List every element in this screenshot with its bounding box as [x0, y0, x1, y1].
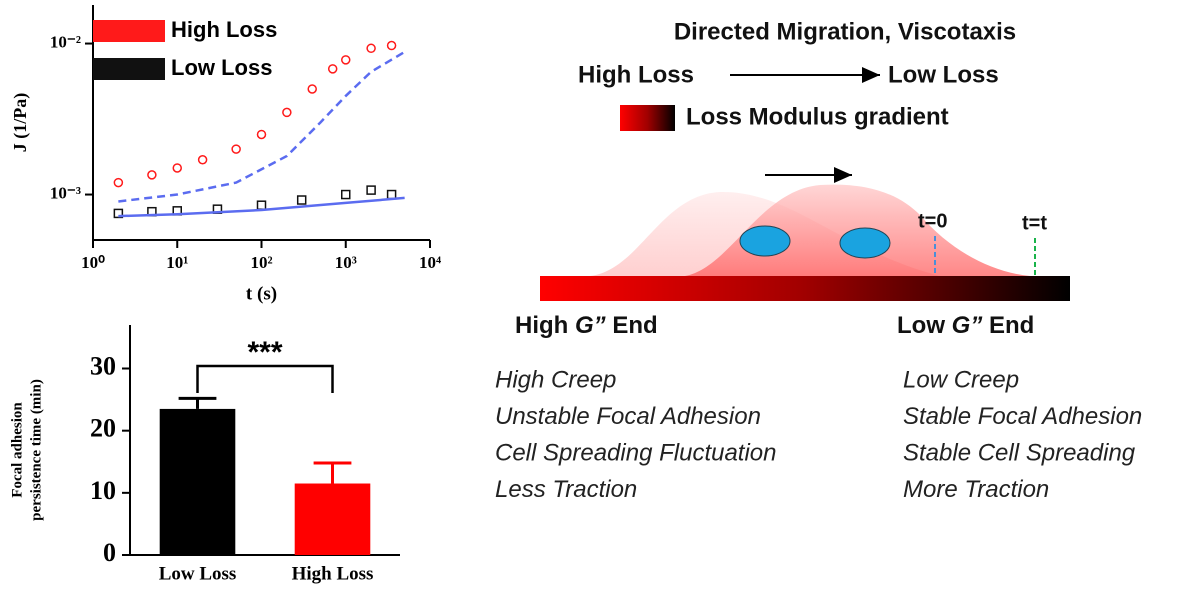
point — [113, 177, 124, 188]
end-prefix: High — [515, 312, 568, 339]
point — [327, 64, 338, 74]
point — [341, 189, 351, 200]
significance-bracket — [196, 364, 334, 393]
list-item: More Traction — [903, 476, 1049, 503]
end-symbol: G” — [952, 312, 983, 339]
gradient-label: Loss Modulus gradient — [686, 103, 949, 130]
list-item: Stable Cell Spreading — [903, 439, 1136, 466]
x-tick-label: Low Loss — [159, 563, 237, 584]
point — [282, 107, 292, 118]
to-label: Low Loss — [888, 61, 999, 88]
legend-swatch — [93, 58, 165, 80]
x-tick-label: High Loss — [292, 563, 374, 584]
point — [231, 144, 241, 154]
y-tick-label: 10⁻³ — [50, 183, 81, 202]
point — [113, 208, 124, 219]
nucleus — [739, 225, 791, 257]
x-axis-label: t (s) — [246, 283, 277, 304]
diagram-title: Directed Migration, Viscotaxis — [674, 18, 1016, 45]
point — [197, 154, 208, 165]
point — [386, 189, 397, 200]
x-tick-label: 10² — [250, 253, 272, 272]
point — [307, 84, 317, 94]
list-item: Less Traction — [495, 476, 637, 503]
tt-label: t=t — [1022, 212, 1047, 234]
nucleus — [839, 227, 891, 259]
end-symbol: G” — [575, 312, 606, 339]
list-item: Unstable Focal Adhesion — [495, 403, 761, 430]
point — [366, 43, 376, 54]
point — [256, 129, 267, 140]
x-tick-label: 10³ — [335, 253, 357, 272]
list-item: Cell Spreading Fluctuation — [495, 439, 777, 466]
point — [366, 185, 376, 195]
legend-label: Low Loss — [171, 55, 272, 80]
t0-label: t=0 — [918, 210, 947, 232]
x-tick-label: 10¹ — [166, 253, 188, 272]
legend-label: High Loss — [171, 17, 277, 42]
end-prefix: Low — [897, 312, 945, 339]
fit-line — [118, 50, 406, 203]
gradient-swatch — [620, 105, 675, 131]
y-tick-label: 10 — [90, 476, 116, 505]
y-axis-label: J (1/Pa) — [10, 93, 31, 152]
diagram: Directed Migration, Viscotaxis High Loss… — [515, 18, 1070, 339]
point — [172, 163, 182, 173]
point — [256, 200, 267, 210]
from-label: High Loss — [578, 61, 694, 88]
y-axis-label: Focal adhesion — [9, 402, 25, 498]
gradient-bar — [540, 276, 1070, 301]
x-tick-label: 10⁴ — [419, 253, 441, 272]
error-bar — [178, 396, 217, 409]
list-item: Low Creep — [903, 366, 1019, 393]
end-suffix: End — [989, 312, 1034, 339]
bar — [294, 483, 371, 555]
x-tick-label: 10⁰ — [81, 253, 105, 272]
error-bar — [313, 461, 352, 484]
left-end-label: High G” End — [515, 312, 658, 339]
y-tick-label: 30 — [90, 351, 116, 380]
y-tick-label: 10⁻² — [50, 32, 81, 51]
end-suffix: End — [612, 312, 657, 339]
significance-label: *** — [247, 336, 282, 369]
y-tick-label: 0 — [103, 538, 116, 567]
y-axis-label: persistence time (min) — [28, 379, 44, 521]
bar — [159, 408, 236, 555]
list-item: High Creep — [495, 366, 616, 393]
legend-swatch — [93, 20, 165, 42]
point — [386, 40, 397, 51]
point — [341, 55, 351, 65]
point — [147, 170, 157, 180]
point — [296, 195, 307, 205]
right-end-label: Low G” End — [897, 312, 1034, 339]
list-item: Stable Focal Adhesion — [903, 403, 1142, 430]
y-tick-label: 20 — [90, 414, 116, 443]
fit-line — [118, 196, 405, 218]
